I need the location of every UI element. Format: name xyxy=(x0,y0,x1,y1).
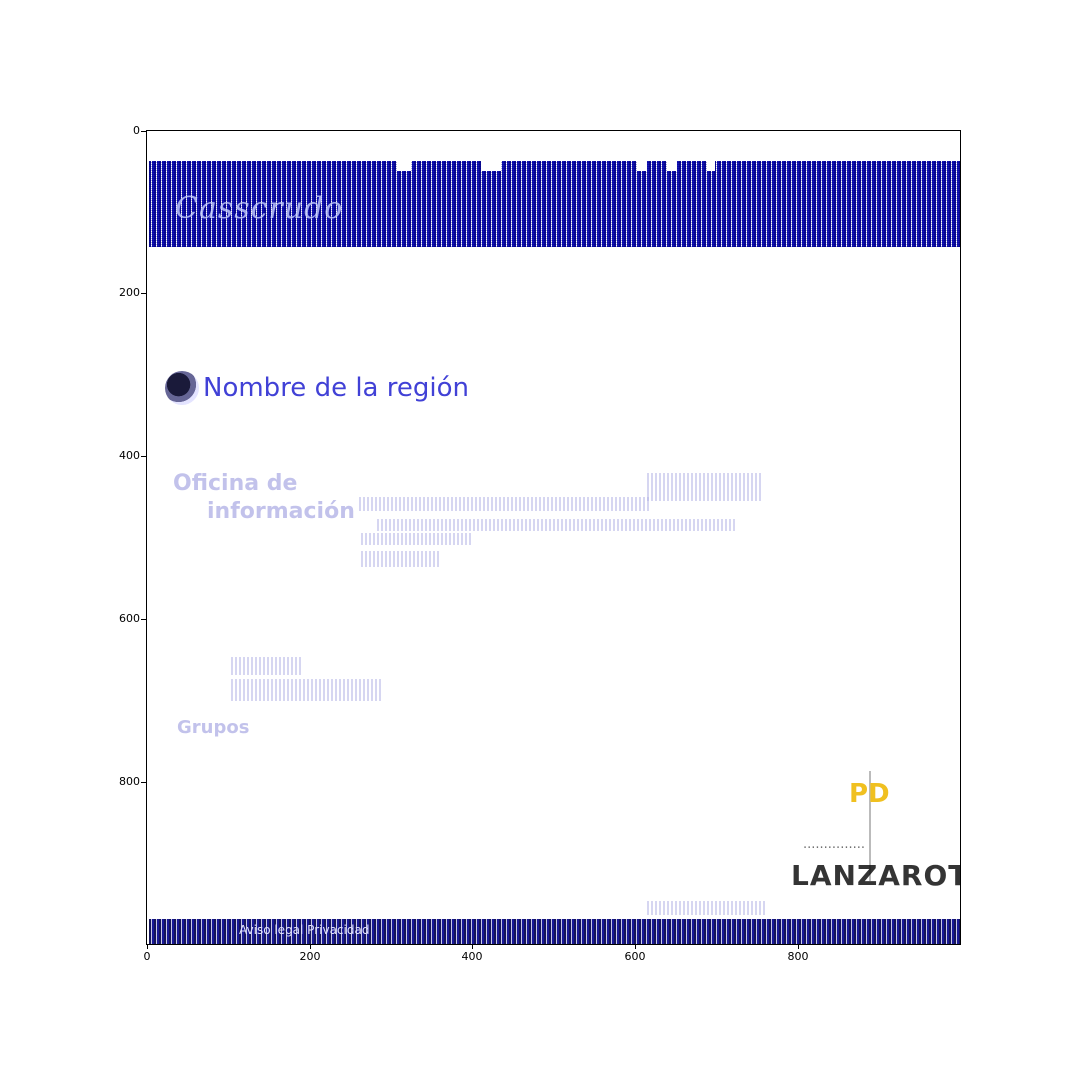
region-icon xyxy=(165,371,199,405)
x-tick-600: 600 xyxy=(615,944,655,963)
page-title: Nombre de la región xyxy=(203,373,469,403)
x-tick-400: 400 xyxy=(452,944,492,963)
banner-gap xyxy=(481,161,501,171)
brand-top-mark: PD xyxy=(849,779,890,809)
y-tick-800: 800 xyxy=(0,775,146,788)
brand-wordmark: LANZAROTO xyxy=(791,859,960,892)
faint-text-block xyxy=(359,497,649,511)
faint-sub-label: Grupos xyxy=(177,717,250,738)
banner-gap xyxy=(397,161,411,171)
faint-text-block xyxy=(361,551,441,567)
y-tick-200: 200 xyxy=(0,286,146,299)
info-heading-line-1: Oficina de xyxy=(173,471,298,496)
faint-text-block xyxy=(231,679,381,701)
page-title-row: Nombre de la región xyxy=(165,363,469,411)
image-axes: Casscrudo Nombre de la región Oficina de… xyxy=(146,130,961,945)
y-tick-600: 600 xyxy=(0,612,146,625)
banner-gap xyxy=(707,161,715,171)
banner-gap xyxy=(637,161,647,171)
x-tick-800: 800 xyxy=(778,944,818,963)
faint-text-block xyxy=(231,657,301,675)
x-tick-0: 0 xyxy=(127,944,167,963)
top-banner xyxy=(149,161,960,247)
x-tick-200: 200 xyxy=(290,944,330,963)
info-heading-line-2: información xyxy=(207,499,355,524)
faint-text-block xyxy=(377,519,737,531)
footer-bar: Aviso legal Privacidad xyxy=(149,919,960,944)
y-tick-0: 0 xyxy=(0,124,146,137)
faint-text-block xyxy=(647,473,763,501)
faint-text-block xyxy=(361,533,471,545)
brand-logo: PD ··············· LANZAROTO xyxy=(787,771,960,921)
site-logo[interactable]: Casscrudo xyxy=(175,191,344,226)
brand-pole xyxy=(869,771,871,881)
y-tick-400: 400 xyxy=(0,449,146,462)
faint-text-block xyxy=(647,901,767,915)
banner-gap xyxy=(667,161,677,171)
brand-subtext: ··············· xyxy=(803,841,865,856)
footer-links[interactable]: Aviso legal Privacidad xyxy=(239,923,370,937)
